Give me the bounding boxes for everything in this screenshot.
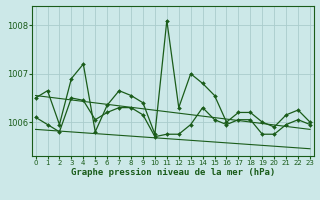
X-axis label: Graphe pression niveau de la mer (hPa): Graphe pression niveau de la mer (hPa) [71, 168, 275, 177]
